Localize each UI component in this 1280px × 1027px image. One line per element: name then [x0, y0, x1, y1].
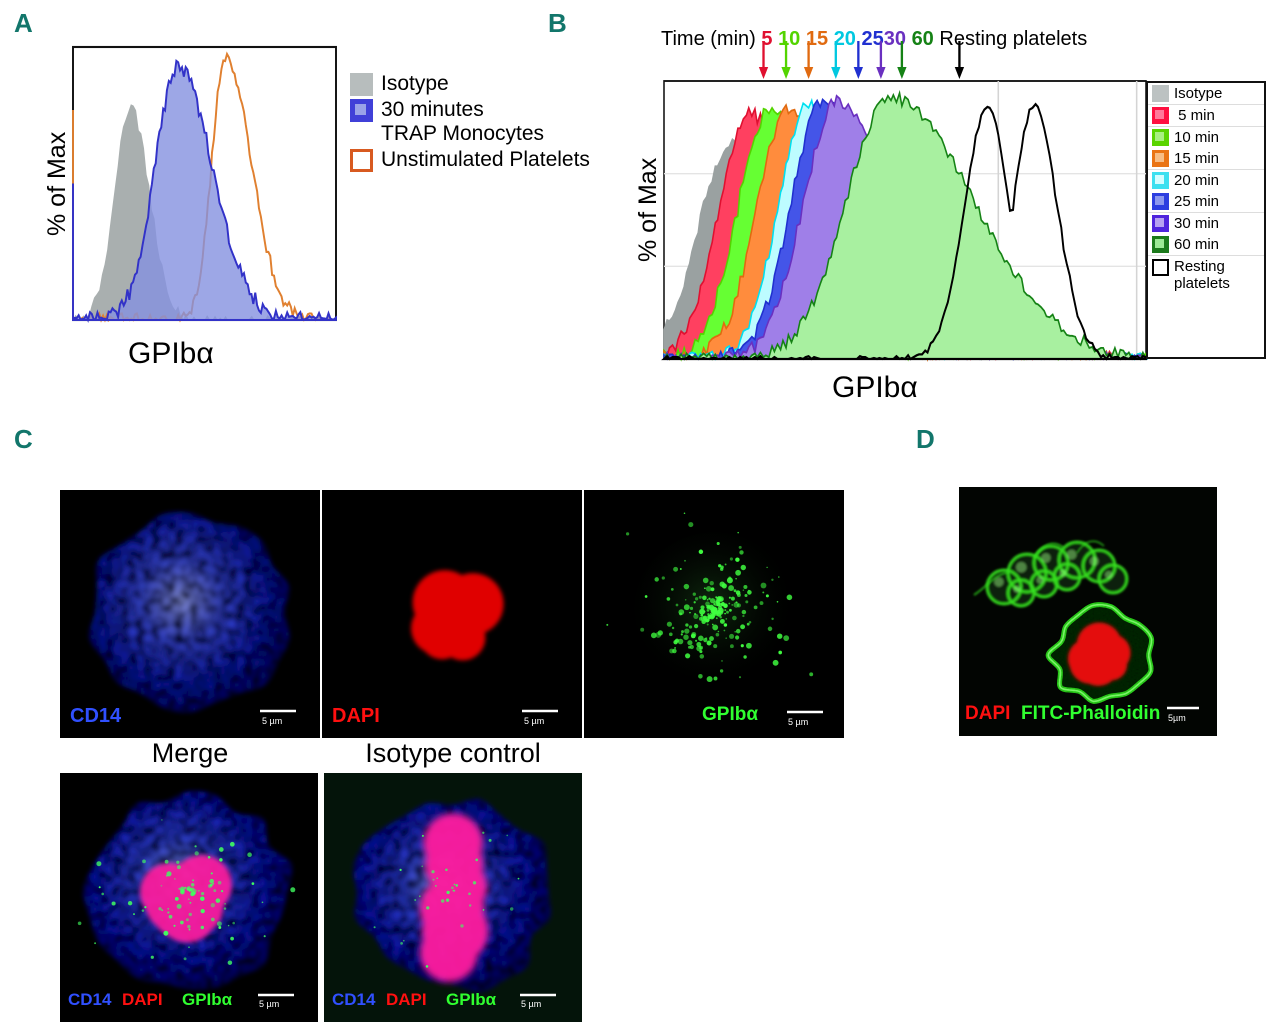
svg-text:5 µm: 5 µm — [524, 716, 544, 726]
svg-text:DAPI: DAPI — [965, 703, 1010, 724]
svg-text:5 µm: 5 µm — [262, 716, 282, 726]
svg-text:GPIbα: GPIbα — [446, 990, 497, 1009]
svg-text:CD14: CD14 — [68, 990, 112, 1009]
svg-text:5 µm: 5 µm — [259, 999, 279, 1009]
svg-text:DAPI: DAPI — [122, 990, 163, 1009]
svg-text:GPIbα: GPIbα — [702, 704, 758, 725]
svg-text:DAPI: DAPI — [332, 705, 380, 727]
svg-text:5µm: 5µm — [1168, 713, 1186, 723]
svg-text:CD14: CD14 — [70, 705, 122, 727]
svg-text:DAPI: DAPI — [386, 990, 427, 1009]
svg-text:5 µm: 5 µm — [788, 717, 808, 727]
svg-text:GPIbα: GPIbα — [182, 990, 233, 1009]
svg-text:FITC-Phalloidin: FITC-Phalloidin — [1021, 703, 1160, 724]
svg-text:5 µm: 5 µm — [521, 999, 541, 1009]
svg-text:CD14: CD14 — [332, 990, 376, 1009]
